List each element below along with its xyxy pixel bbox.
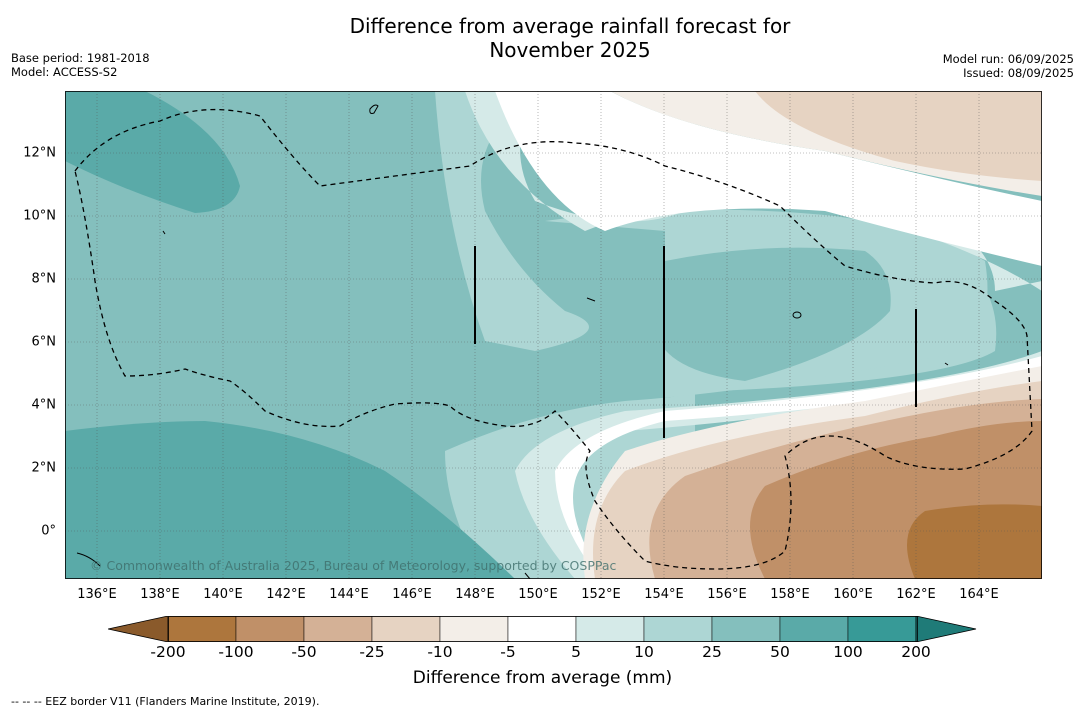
- colorbar-segment: [643, 616, 713, 642]
- base-period-text: Base period: 1981-2018: [11, 51, 150, 65]
- colorbar-segment: [167, 616, 237, 642]
- lat-label-0: 0°: [41, 523, 56, 539]
- lon-label-160: 160°E: [833, 587, 873, 602]
- lon-label-156: 156°E: [707, 587, 747, 602]
- colorbar-segment: [507, 616, 577, 642]
- lon-label-162: 162°E: [896, 587, 936, 602]
- cbar-tick-m10: -10: [427, 643, 453, 661]
- lon-label-148: 148°E: [455, 587, 495, 602]
- colorbar-segment: [779, 616, 849, 642]
- colorbar-extend-high: [915, 616, 977, 642]
- lon-label-136: 136°E: [77, 587, 117, 602]
- contour-neutral-north: [495, 91, 1042, 266]
- lon-label-144: 144°E: [329, 587, 369, 602]
- contour-neutral-south: [555, 356, 1042, 579]
- model-run-text: Model run: 06/09/2025: [942, 52, 1074, 66]
- lat-label-10n: 10°N: [23, 208, 56, 224]
- model-text: Model: ACCESS-S2: [11, 65, 118, 79]
- title-line-2: November 2025: [489, 38, 651, 62]
- lat-label-6n: 6°N: [31, 334, 57, 350]
- lon-label-138: 138°E: [140, 587, 180, 602]
- cbar-tick-10: 10: [634, 643, 654, 661]
- lon-label-142: 142°E: [266, 587, 306, 602]
- colorbar-segment: [303, 616, 373, 642]
- colorbar-segment: [847, 616, 917, 642]
- cbar-tick-25: 25: [702, 643, 722, 661]
- cbar-tick-m5: -5: [500, 643, 516, 661]
- colorbar-extend-low: [108, 616, 169, 642]
- colorbar-segment: [371, 616, 441, 642]
- lon-label-140: 140°E: [203, 587, 243, 602]
- lon-label-158: 158°E: [770, 587, 810, 602]
- colorbar-segment: [235, 616, 305, 642]
- eez-footnote: -- -- -- EEZ border V11 (Flanders Marine…: [11, 695, 320, 708]
- map-canvas: [65, 91, 1042, 579]
- lon-label-152: 152°E: [581, 587, 621, 602]
- islands: [76, 104, 949, 579]
- lat-label-4n: 4°N: [31, 397, 57, 413]
- cbar-tick-200: 200: [901, 643, 931, 661]
- eez-border: [74, 108, 1033, 570]
- lat-label-2n: 2°N: [31, 460, 57, 476]
- colorbar-segment: [711, 616, 781, 642]
- cbar-tick-m25: -25: [359, 643, 385, 661]
- contour-25-50-east: [655, 247, 891, 381]
- cbar-tick-50: 50: [770, 643, 790, 661]
- cbar-tick-100: 100: [833, 643, 863, 661]
- lon-label-150: 150°E: [518, 587, 558, 602]
- contour-dry-north: [755, 91, 1042, 181]
- lon-label-146: 146°E: [392, 587, 432, 602]
- map-title: Difference from average rainfall forecas…: [0, 14, 1085, 62]
- cbar-tick-m100: -100: [218, 643, 254, 661]
- left-info: Base period: 1981-2018 Model: ACCESS-S2: [11, 51, 150, 79]
- colorbar-label: Difference from average (mm): [412, 668, 673, 688]
- rainfall-map: [65, 91, 1042, 579]
- colorbar-segment: [439, 616, 509, 642]
- cbar-tick-5: 5: [571, 643, 581, 661]
- issued-text: Issued: 08/09/2025: [963, 66, 1074, 80]
- title-line-1: Difference from average rainfall forecas…: [349, 14, 791, 38]
- map-frame: [65, 91, 1042, 579]
- colorbar-segment: [575, 616, 645, 642]
- cbar-tick-m50: -50: [291, 643, 317, 661]
- lon-label-154: 154°E: [644, 587, 684, 602]
- lat-label-8n: 8°N: [31, 271, 57, 287]
- lon-label-164: 164°E: [959, 587, 999, 602]
- colorbar: [108, 616, 977, 642]
- contour-dry-south-4: [907, 504, 1042, 579]
- contour-10-25-north: [435, 91, 589, 351]
- cbar-tick-m200: -200: [150, 643, 186, 661]
- lat-label-12n: 12°N: [23, 145, 56, 161]
- right-info: Model run: 06/09/2025 Issued: 08/09/2025: [943, 52, 1074, 80]
- copyright-credit: © Commonwealth of Australia 2025, Bureau…: [90, 558, 617, 573]
- contour-50-100-sw: [65, 421, 515, 579]
- contour-50-100-nw: [65, 91, 240, 213]
